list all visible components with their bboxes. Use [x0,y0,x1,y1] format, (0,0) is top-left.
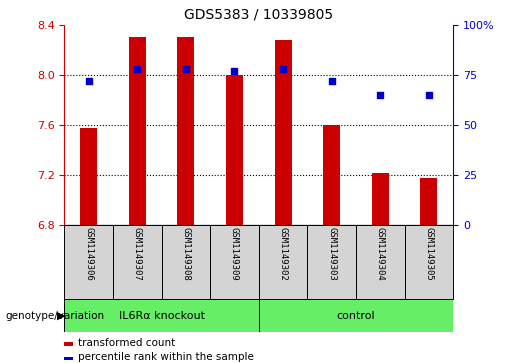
Bar [372,173,389,225]
Title: GDS5383 / 10339805: GDS5383 / 10339805 [184,8,333,21]
Text: percentile rank within the sample: percentile rank within the sample [78,352,254,362]
Point [133,66,142,72]
Bar [64,342,73,346]
Bar [274,40,291,225]
Bar [64,299,259,332]
Point [425,93,433,98]
Text: GSM1149306: GSM1149306 [84,227,93,281]
Bar [129,37,146,225]
Bar [356,225,405,299]
Bar [405,225,453,299]
Bar [259,299,453,332]
Text: genotype/variation: genotype/variation [5,311,104,321]
Text: GSM1149302: GSM1149302 [279,227,287,281]
Bar [177,37,194,225]
Text: GSM1149304: GSM1149304 [376,227,385,281]
Bar [323,125,340,225]
Bar [210,225,259,299]
Point [376,93,384,98]
Bar [64,356,73,360]
Text: GSM1149307: GSM1149307 [133,227,142,281]
Point [84,78,93,84]
Text: transformed count: transformed count [78,338,175,348]
Text: GSM1149303: GSM1149303 [327,227,336,281]
Point [328,78,336,84]
Bar [64,225,113,299]
Bar [307,225,356,299]
Bar [113,225,162,299]
Point [230,68,238,74]
Bar [226,75,243,225]
Bar [162,225,210,299]
Text: GSM1149309: GSM1149309 [230,227,239,281]
Text: GSM1149308: GSM1149308 [181,227,191,281]
Text: IL6Rα knockout: IL6Rα knockout [118,311,204,321]
Bar [80,128,97,225]
Point [279,66,287,72]
Point [182,66,190,72]
Text: control: control [337,311,375,321]
Bar [420,178,437,225]
Text: ▶: ▶ [57,311,65,321]
Bar [259,225,307,299]
Text: GSM1149305: GSM1149305 [424,227,434,281]
